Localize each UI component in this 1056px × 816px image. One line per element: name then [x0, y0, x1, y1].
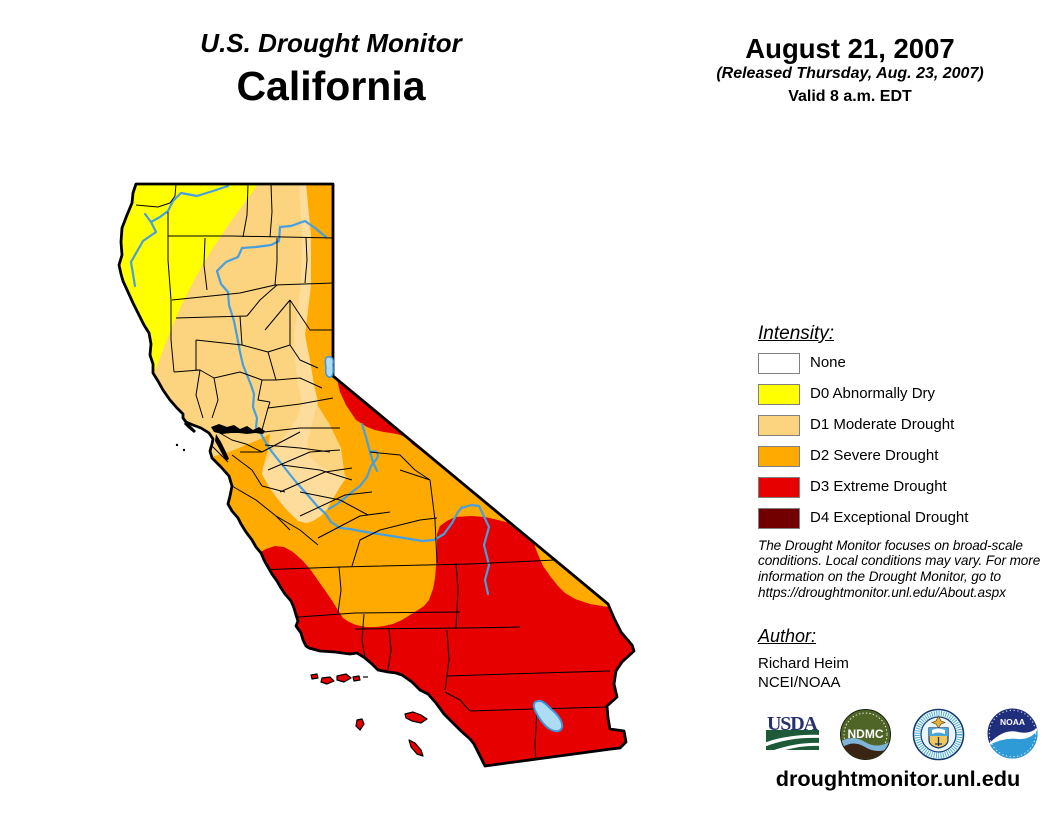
svg-text:NOAA: NOAA — [1000, 717, 1025, 727]
svg-text:NDMC: NDMC — [848, 727, 884, 741]
svg-text:USDA: USDA — [767, 713, 819, 735]
